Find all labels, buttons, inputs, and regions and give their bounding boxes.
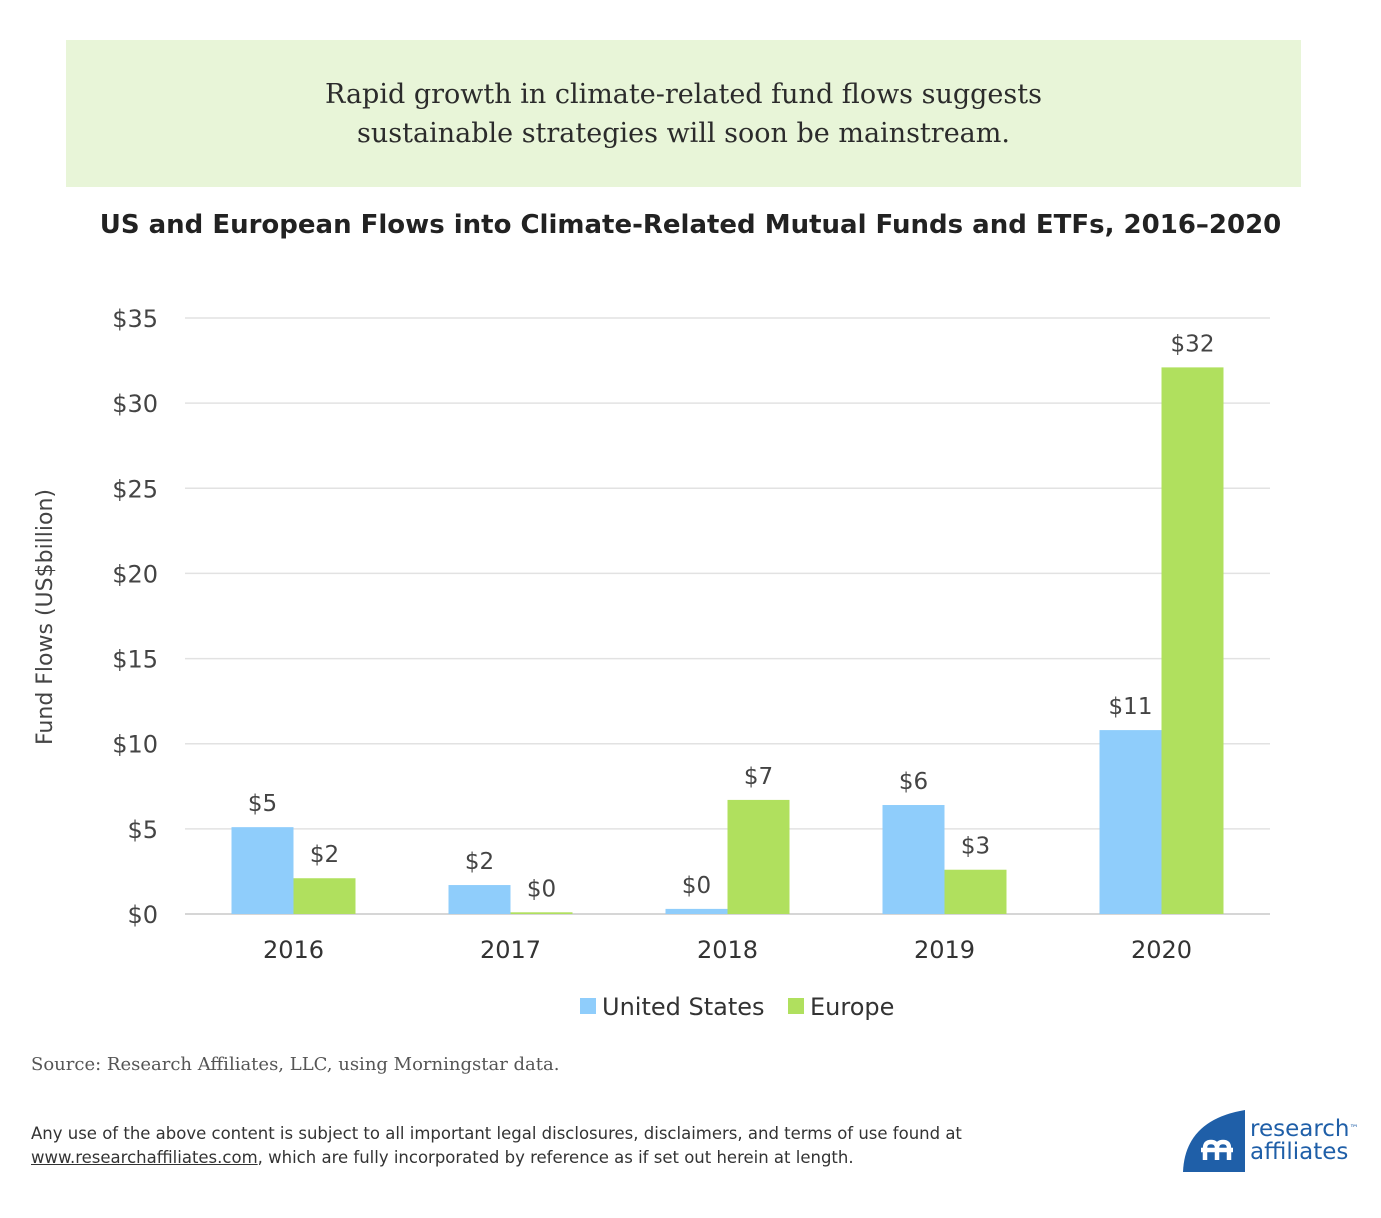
headline-line-1: Rapid growth in climate-related fund flo… — [325, 78, 1042, 110]
disclaimer-line-1: Any use of the above content is subject … — [31, 1124, 962, 1143]
y-tick-label: $25 — [112, 475, 158, 503]
y-tick-label: $35 — [112, 305, 158, 333]
disclaimer-line-2-text: , which are fully incorporated by refere… — [257, 1148, 854, 1167]
x-tick-label: 2020 — [1131, 936, 1192, 964]
legend-swatch — [580, 998, 596, 1014]
disclaimer-line-2: www.researchaffiliates.com, which are fu… — [31, 1146, 962, 1170]
bar-value-label: $6 — [899, 769, 928, 795]
bars — [231, 367, 1224, 915]
legal-disclaimer: Any use of the above content is subject … — [31, 1122, 962, 1170]
bar-united-states-2019 — [882, 805, 945, 914]
y-tick-label: $10 — [112, 731, 158, 759]
headline-banner: Rapid growth in climate-related fund flo… — [66, 40, 1301, 187]
y-axis-label: Fund Flows (US$billion) — [33, 489, 58, 745]
bar-value-label: $11 — [1109, 694, 1153, 720]
x-tick-label: 2019 — [914, 936, 975, 964]
bar-value-label: $2 — [310, 842, 339, 868]
bar-value-label: $2 — [465, 849, 494, 875]
bar-value-label: $0 — [527, 876, 556, 902]
x-tick-label: 2018 — [697, 936, 758, 964]
website-link[interactable]: www.researchaffiliates.com — [31, 1148, 258, 1167]
chart-title: US and European Flows into Climate-Relat… — [99, 210, 1282, 240]
bar-europe-2016 — [293, 878, 356, 914]
logo-trademark: ™ — [1349, 1124, 1359, 1134]
x-tick-labels: 2016 2017 2018 2019 2020 — [263, 936, 1192, 964]
bar-europe-2018 — [727, 799, 790, 914]
bar-value-label: $3 — [961, 834, 990, 860]
y-tick-label: $30 — [112, 390, 158, 418]
x-tick-label: 2016 — [263, 936, 324, 964]
bar-value-label: $0 — [682, 873, 711, 899]
y-tick-label: $0 — [127, 901, 158, 929]
logo-mark-icon — [1183, 1110, 1245, 1172]
bar-europe-2020 — [1161, 367, 1224, 915]
y-tick-label: $20 — [112, 560, 158, 588]
y-tick-label: $5 — [127, 816, 158, 844]
bar-united-states-2020 — [1099, 730, 1162, 914]
logo-word-affiliates: affiliates — [1250, 1139, 1349, 1165]
legend: United States Europe — [580, 993, 894, 1021]
bar-value-label: $32 — [1171, 331, 1215, 357]
x-tick-label: 2017 — [480, 936, 541, 964]
bar-europe-2019 — [944, 869, 1007, 914]
legend-label: United States — [602, 993, 765, 1021]
research-affiliates-logo: research™ affiliates — [1183, 1110, 1373, 1174]
headline-line-2: sustainable strategies will soon be main… — [357, 117, 1010, 149]
bar-united-states-2018 — [665, 908, 728, 914]
legend-label: Europe — [810, 993, 894, 1021]
bar-value-label: $7 — [744, 764, 773, 790]
bar-value-label: $5 — [248, 791, 277, 817]
bar-europe-2017 — [510, 912, 573, 914]
logo-word-research: research — [1250, 1116, 1350, 1142]
bar-united-states-2016 — [231, 827, 294, 914]
y-tick-label: $15 — [112, 646, 158, 674]
legend-swatch — [788, 998, 804, 1014]
logo-wordmark: research™ affiliates — [1250, 1118, 1359, 1164]
bar-value-labels: $5 $2 $2 $0 $0 $7 $6 $3 $11 $32 — [248, 331, 1215, 902]
y-tick-labels: $0 $5 $10 $15 $20 $25 $30 $35 — [112, 305, 158, 929]
bar-united-states-2017 — [448, 885, 511, 914]
source-note: Source: Research Affiliates, LLC, using … — [31, 1054, 560, 1075]
bar-chart: $0 $5 $10 $15 $20 $25 $30 $35 Fund Flows (US$bi… — [33, 305, 1270, 1021]
